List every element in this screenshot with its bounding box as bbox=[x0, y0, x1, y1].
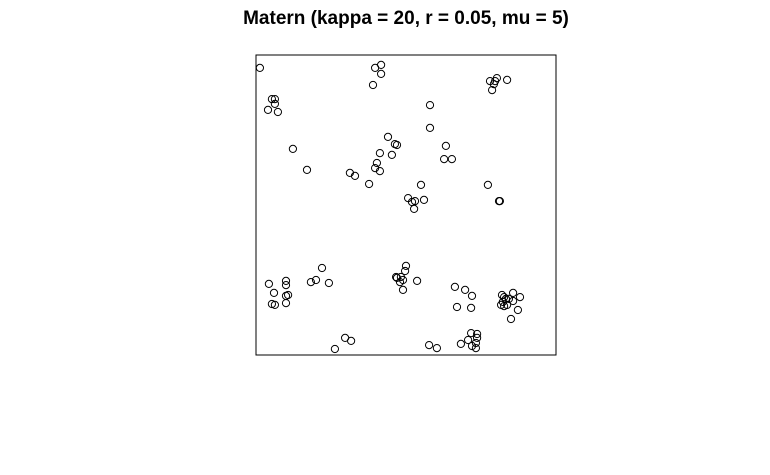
data-point bbox=[473, 333, 482, 342]
data-point bbox=[473, 329, 482, 339]
data-point bbox=[441, 141, 450, 150]
data-point bbox=[467, 341, 477, 351]
data-point bbox=[515, 293, 525, 302]
data-point bbox=[404, 194, 413, 203]
data-point bbox=[467, 303, 476, 312]
data-point bbox=[504, 294, 513, 303]
data-point bbox=[264, 279, 273, 288]
data-point bbox=[306, 278, 315, 287]
data-point bbox=[377, 60, 386, 70]
data-point bbox=[401, 266, 410, 276]
data-point bbox=[425, 101, 435, 110]
data-point bbox=[330, 344, 339, 354]
data-point bbox=[419, 195, 429, 204]
data-point bbox=[508, 288, 518, 297]
data-point bbox=[273, 107, 282, 117]
data-point bbox=[456, 339, 465, 348]
data-point bbox=[500, 293, 509, 302]
data-point bbox=[392, 140, 402, 150]
data-point bbox=[506, 314, 516, 324]
data-point bbox=[270, 99, 279, 109]
data-point bbox=[281, 299, 291, 308]
data-point bbox=[508, 296, 518, 306]
data-point bbox=[432, 344, 441, 353]
data-point bbox=[450, 282, 459, 291]
points-layer bbox=[255, 60, 525, 354]
data-point bbox=[398, 285, 408, 294]
data-point bbox=[263, 105, 273, 115]
data-point bbox=[410, 204, 419, 213]
data-point bbox=[495, 197, 504, 206]
data-point bbox=[392, 273, 402, 282]
data-point bbox=[447, 155, 456, 164]
data-point bbox=[375, 149, 384, 158]
data-point bbox=[302, 165, 312, 174]
data-point bbox=[270, 95, 279, 104]
data-point bbox=[467, 329, 476, 338]
data-point bbox=[500, 302, 509, 311]
data-point bbox=[401, 261, 411, 270]
data-point bbox=[488, 86, 497, 95]
data-point bbox=[410, 197, 420, 206]
data-point bbox=[350, 171, 360, 180]
data-point bbox=[324, 278, 333, 288]
data-point bbox=[392, 272, 401, 282]
data-point bbox=[489, 80, 498, 89]
data-point bbox=[347, 336, 356, 345]
data-point bbox=[317, 263, 327, 273]
data-point bbox=[483, 180, 492, 189]
data-point bbox=[425, 123, 435, 133]
data-point bbox=[513, 305, 523, 315]
data-point bbox=[398, 275, 408, 285]
data-point bbox=[311, 275, 321, 285]
data-point bbox=[440, 155, 449, 164]
data-point bbox=[467, 291, 477, 300]
data-point bbox=[270, 300, 279, 309]
data-point bbox=[471, 344, 480, 353]
data-point bbox=[288, 144, 297, 153]
data-point bbox=[365, 179, 374, 189]
data-point bbox=[269, 288, 279, 297]
data-point bbox=[368, 80, 378, 90]
data-point bbox=[375, 167, 384, 176]
data-point bbox=[281, 276, 291, 285]
data-point bbox=[503, 75, 512, 85]
data-point bbox=[452, 302, 462, 312]
data-point bbox=[464, 335, 473, 345]
data-point bbox=[281, 281, 291, 290]
data-point bbox=[387, 150, 396, 159]
data-point bbox=[425, 341, 434, 350]
plot-window-frame bbox=[255, 54, 557, 356]
chart-title: Matern (kappa = 20, r = 0.05, mu = 5) bbox=[243, 8, 569, 29]
data-point bbox=[383, 132, 393, 141]
data-point bbox=[377, 69, 386, 79]
data-point bbox=[461, 285, 470, 294]
data-point bbox=[255, 63, 264, 73]
data-point bbox=[416, 180, 426, 189]
data-point bbox=[413, 276, 422, 285]
data-point bbox=[497, 290, 507, 300]
data-point bbox=[372, 158, 381, 168]
